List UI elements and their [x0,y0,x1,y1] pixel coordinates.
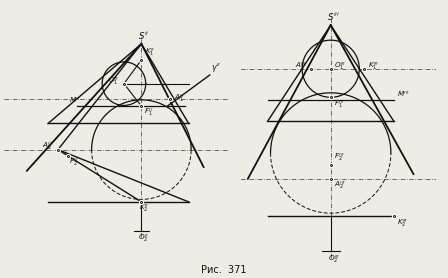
Text: $A_1'''$: $A_1'''$ [295,61,306,73]
Text: $K_2'''$: $K_2'''$ [397,218,408,230]
Text: $F_2''$: $F_2''$ [69,157,78,169]
Text: $K_1''$: $K_1''$ [145,47,155,59]
Text: $A_2''$: $A_2''$ [43,141,53,153]
Text: $M''$: $M''$ [69,95,80,105]
Text: $O_2'''$: $O_2'''$ [327,254,340,266]
Text: $F_2'''$: $F_2'''$ [334,152,345,163]
Text: $F_1''$: $F_1''$ [144,107,153,119]
Text: $O_1'''$: $O_1'''$ [334,61,346,73]
Text: $\gamma''$: $\gamma''$ [211,61,221,74]
Text: $O_1''$: $O_1''$ [108,76,119,88]
Text: $O_2''$: $O_2''$ [138,233,149,245]
Text: $A_1''$: $A_1''$ [174,93,184,105]
Text: $K_1'''$: $K_1'''$ [368,61,379,73]
Text: $M'''$: $M'''$ [397,89,410,99]
Text: $K_2''$: $K_2''$ [139,203,149,215]
Text: Рис.  371: Рис. 371 [201,265,247,275]
Text: $S''$: $S''$ [138,30,150,41]
Text: $S'''$: $S'''$ [327,11,340,22]
Text: $F_1'''$: $F_1'''$ [334,99,345,111]
Text: $A_2'''$: $A_2'''$ [334,180,346,192]
